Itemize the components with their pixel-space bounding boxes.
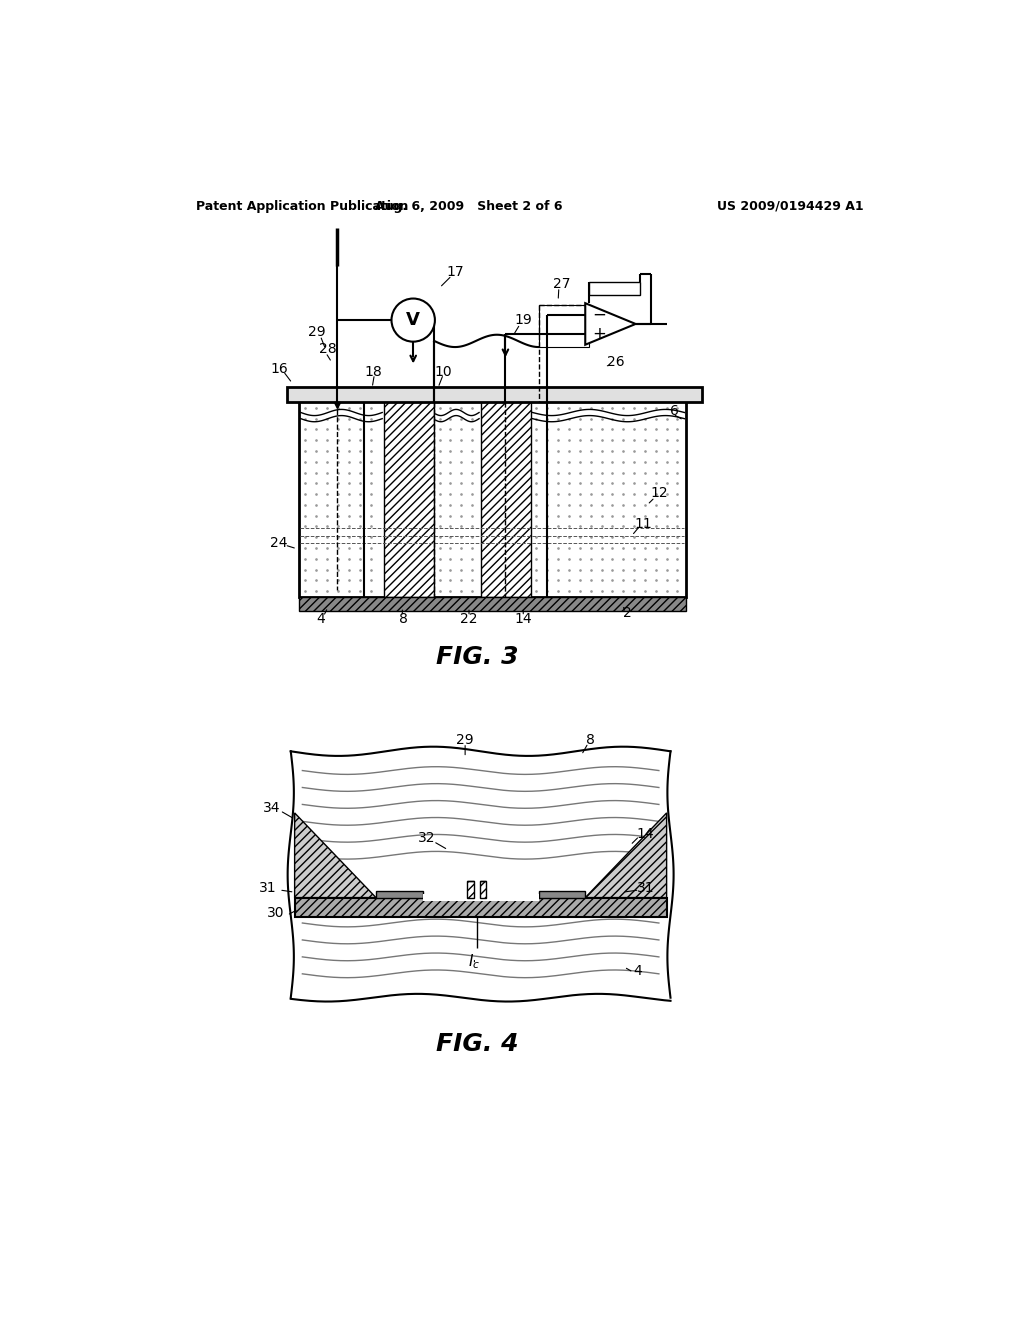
Text: +: + (592, 325, 606, 343)
Text: FIG. 4: FIG. 4 (435, 1032, 518, 1056)
Bar (384, 401, 434, 597)
Polygon shape (295, 813, 376, 898)
Text: 2: 2 (624, 606, 632, 619)
Bar (480, 401, 531, 597)
Text: 22: 22 (460, 612, 478, 626)
Bar (299, 597, 686, 611)
Bar (299, 401, 686, 597)
Text: 26: 26 (607, 355, 625, 370)
Text: Patent Application Publication: Patent Application Publication (197, 199, 409, 213)
Bar (376, 891, 423, 898)
Text: 31: 31 (259, 880, 276, 895)
Text: 27: 27 (553, 277, 570, 290)
Text: 29: 29 (307, 325, 326, 339)
Text: 17: 17 (446, 265, 464, 280)
Text: 4: 4 (634, 964, 642, 978)
Text: 4: 4 (315, 612, 325, 626)
Bar (480, 880, 486, 898)
Bar (287, 387, 701, 403)
Bar (486, 894, 539, 902)
Text: 19: 19 (514, 313, 532, 327)
Text: 31: 31 (637, 880, 654, 895)
Text: 29: 29 (457, 733, 474, 747)
Text: FIG. 3: FIG. 3 (435, 645, 518, 669)
Text: 34: 34 (263, 800, 281, 814)
Bar (423, 894, 529, 902)
Text: 30: 30 (266, 906, 284, 920)
Text: 8: 8 (586, 733, 595, 747)
Polygon shape (586, 304, 636, 345)
Text: 11: 11 (635, 517, 652, 531)
Text: −: − (592, 306, 606, 323)
Text: 18: 18 (364, 366, 382, 379)
Bar (467, 880, 474, 898)
Polygon shape (586, 813, 667, 898)
Bar (539, 305, 589, 347)
Text: 8: 8 (398, 612, 408, 626)
Text: V: V (407, 312, 420, 329)
Text: 32: 32 (418, 832, 435, 845)
Text: 16: 16 (270, 362, 288, 376)
Bar (295, 898, 667, 917)
Bar (539, 891, 586, 898)
Text: 14: 14 (637, 826, 654, 841)
Text: 24: 24 (270, 536, 288, 550)
Text: US 2009/0194429 A1: US 2009/0194429 A1 (717, 199, 863, 213)
Text: $I_c$: $I_c$ (468, 952, 480, 972)
Text: 6: 6 (670, 404, 679, 418)
Text: 12: 12 (650, 486, 668, 500)
Circle shape (391, 298, 435, 342)
Bar (589, 281, 640, 296)
Text: 14: 14 (514, 612, 532, 626)
Text: 28: 28 (319, 342, 337, 356)
Text: Aug. 6, 2009   Sheet 2 of 6: Aug. 6, 2009 Sheet 2 of 6 (375, 199, 563, 213)
Text: 10: 10 (434, 366, 453, 379)
